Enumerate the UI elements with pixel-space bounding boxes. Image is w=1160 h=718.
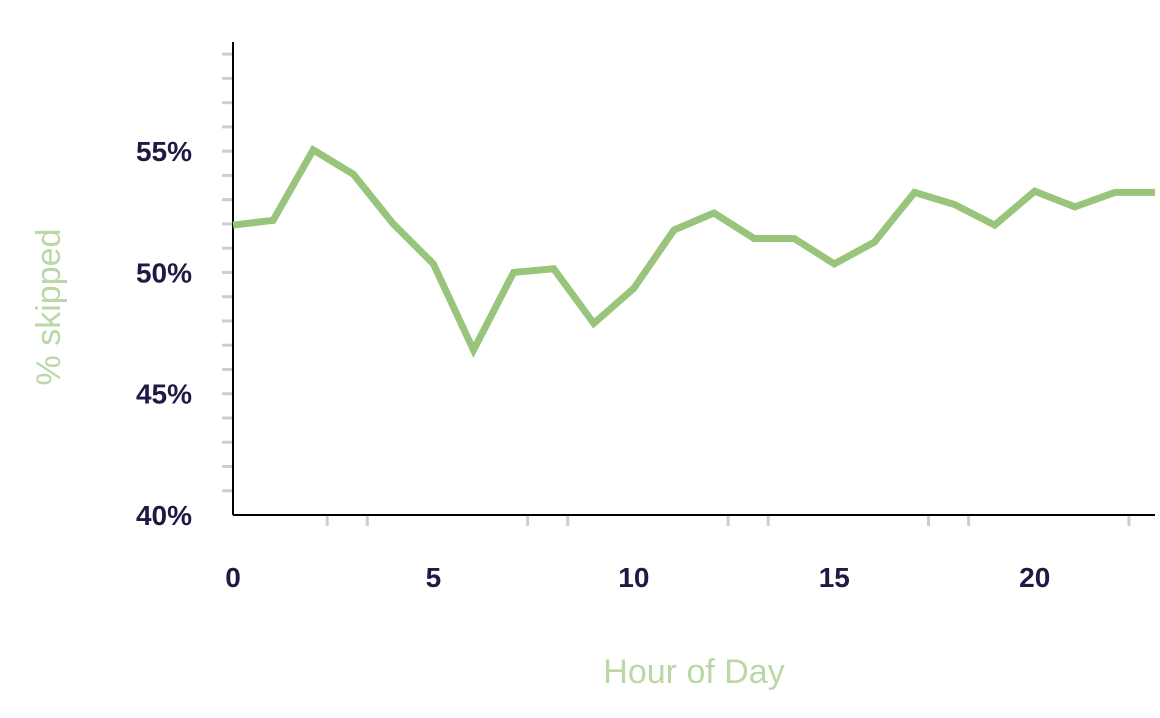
y-tick-label: 50% (136, 257, 192, 288)
x-tick-labels: 0 5 10 15 20 (225, 562, 1050, 593)
y-axis-title: % skipped (30, 229, 68, 386)
series-line (232, 145, 1155, 359)
x-tick-label: 0 (225, 562, 241, 593)
x-tick-label: 10 (618, 562, 649, 593)
x-axis-title: Hour of Day (603, 653, 784, 691)
x-tick-label: 20 (1019, 562, 1050, 593)
y-tick-labels: 40% 45% 50% 55% (136, 136, 192, 531)
x-tick-label: 15 (819, 562, 850, 593)
y-tick-label: 55% (136, 136, 192, 167)
minor-ticks (222, 52, 1131, 526)
x-tick-label: 5 (426, 562, 442, 593)
y-tick-label: 45% (136, 379, 192, 410)
y-tick-label: 40% (136, 500, 192, 531)
